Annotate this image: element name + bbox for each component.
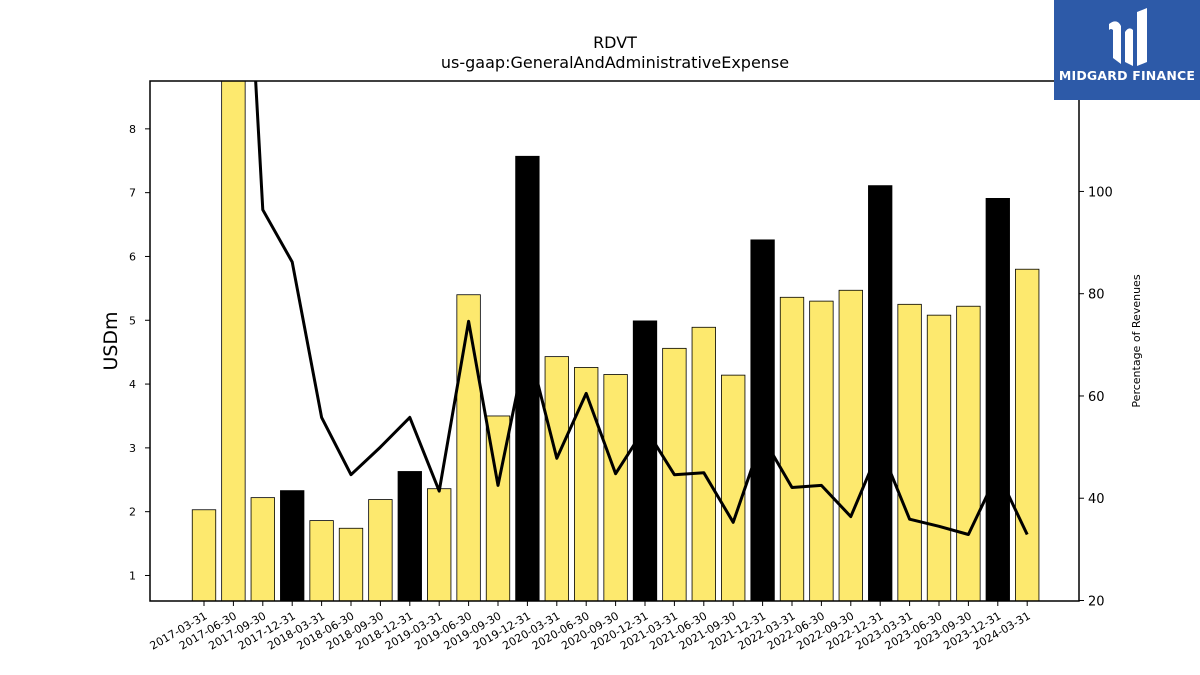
brand-logo: MIDGARD FINANCE (1054, 0, 1200, 100)
y-tick-label: 3 (129, 442, 136, 455)
y-tick-label: 6 (129, 250, 136, 263)
y2-tick-label: 40 (1088, 492, 1105, 507)
bar-2019-03-31 (427, 488, 452, 601)
bar-2022-06-30 (809, 300, 834, 601)
bar-2022-09-30 (838, 289, 863, 601)
line-series (254, 81, 1029, 536)
y-tick-label: 4 (129, 378, 136, 391)
y2-tick-label: 20 (1088, 594, 1105, 609)
chart-title: RDVT (593, 33, 637, 52)
y-tick-label: 2 (129, 506, 136, 519)
bar-2020-12-31 (632, 320, 658, 601)
bar-2023-03-31 (897, 303, 922, 601)
brand-name: MIDGARD FINANCE (1058, 68, 1196, 83)
bar-2017-09-30 (250, 497, 275, 601)
bar-2018-03-31 (309, 520, 334, 601)
bar-2024-03-31 (1015, 268, 1040, 601)
y-axis-left: 1 2 3 4 5 6 7 8 (129, 123, 150, 582)
percentage-of-revenues-line (254, 81, 1029, 536)
bar-2021-06-30 (691, 326, 716, 601)
y2-axis-label: Percentage of Revenues (1130, 274, 1143, 407)
bar-2022-12-31 (868, 185, 893, 601)
bar-2020-09-30 (603, 374, 628, 601)
chart-subtitle: us-gaap:GeneralAndAdministrativeExpense (441, 53, 789, 72)
bar-2018-06-30 (338, 527, 364, 601)
y-tick-label: 5 (129, 314, 136, 327)
bar-2023-06-30 (926, 314, 952, 601)
bar-2017-12-31 (280, 490, 305, 601)
bar-series (191, 81, 1040, 601)
bar-2020-03-31 (544, 356, 569, 601)
x-axis: 2017-03-312017-06-302017-09-302017-12-31… (148, 601, 1033, 653)
bar-2017-06-30 (221, 81, 246, 601)
bar-2019-06-30 (456, 294, 481, 601)
bar-2019-12-31 (515, 155, 540, 601)
bar-2017-03-31 (191, 509, 217, 601)
plot-frame (149, 80, 1080, 602)
y-tick-label: 7 (129, 187, 136, 200)
bar-2020-06-30 (574, 367, 599, 601)
y-axis-label: USDm (100, 311, 122, 370)
bar-2022-03-31 (779, 296, 805, 601)
midgard-logo-icon (1109, 8, 1147, 66)
bar-2023-09-30 (956, 305, 981, 601)
y-axis-right: 20 40 60 80 100 (1079, 185, 1113, 609)
y-tick-label: 8 (129, 123, 136, 136)
bar-2018-12-31 (397, 471, 422, 601)
bar-2021-12-31 (750, 239, 775, 601)
y2-tick-label: 80 (1088, 288, 1105, 303)
bar-2023-12-31 (985, 197, 1010, 601)
y2-tick-label: 100 (1088, 185, 1113, 200)
y2-tick-label: 60 (1088, 390, 1105, 405)
y-tick-label: 1 (129, 569, 136, 582)
bar-2021-09-30 (721, 374, 746, 601)
bar-2018-09-30 (368, 499, 393, 601)
